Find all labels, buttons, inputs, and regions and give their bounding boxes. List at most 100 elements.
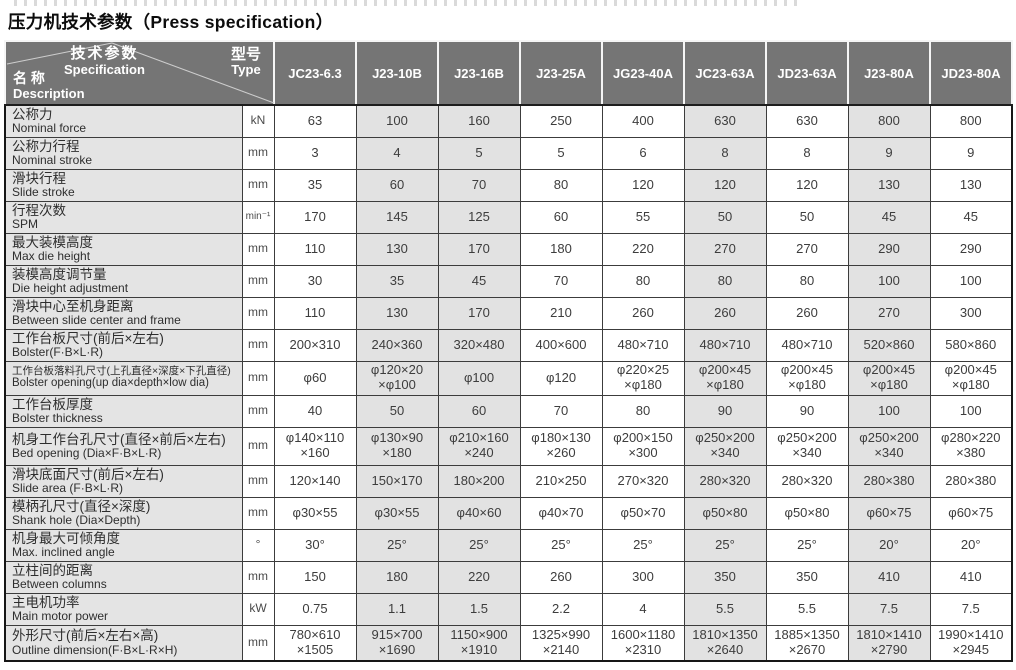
value-cell: 260 (601, 296, 685, 330)
value-cell: 800 (847, 104, 931, 138)
row-label: 工作台板尺寸(前后×左右) Bolster(F·B×L·R) (4, 328, 243, 362)
value-cell: 110 (273, 232, 357, 266)
value-cell: 130 (355, 296, 439, 330)
row-label-en: Max. inclined angle (12, 544, 115, 559)
row-label-en: Between columns (12, 576, 107, 591)
value-cell: 170 (273, 200, 357, 234)
value-cell: φ50×80 (683, 496, 767, 530)
value-cell: 120 (683, 168, 767, 202)
value-cell: 915×700 ×1690 (355, 624, 439, 662)
value-cell: 400 (601, 104, 685, 138)
row-label: 主电机功率 Main motor power (4, 592, 243, 626)
value-cell: 5.5 (765, 592, 849, 626)
value-cell: 125 (437, 200, 521, 234)
model-header-J23-80A: J23-80A (847, 40, 931, 106)
unit-cell: mm (241, 464, 275, 498)
value-cell: 270×320 (601, 464, 685, 498)
row-label-zh: 立柱间的距离 (12, 562, 93, 578)
value-cell: φ200×45 ×φ180 (683, 360, 767, 396)
row-label-en: Bolster thickness (12, 410, 103, 425)
unit-cell: mm (241, 328, 275, 362)
value-cell: φ200×45 ×φ180 (765, 360, 849, 396)
value-cell: 580×860 (929, 328, 1013, 362)
value-cell: 150 (273, 560, 357, 594)
spec-row: 外形尺寸(前后×左右×高) Outline dimension(F·B×L·R×H… (4, 624, 1013, 662)
value-cell: 120×140 (273, 464, 357, 498)
value-cell: 100 (847, 264, 931, 298)
value-cell: 160 (437, 104, 521, 138)
value-cell: 110 (273, 296, 357, 330)
spec-row: 滑块中心至机身距离 Between slide center and frame m… (4, 296, 1013, 330)
value-cell: 40 (273, 394, 357, 428)
value-cell: 300 (929, 296, 1013, 330)
corner-type-label: 型号 Type (231, 46, 261, 78)
model-header-JG23-40A: JG23-40A (601, 40, 685, 106)
value-cell: φ280×220 ×380 (929, 426, 1013, 466)
value-cell: 150×170 (355, 464, 439, 498)
value-cell: φ250×200 ×340 (765, 426, 849, 466)
value-cell: 80 (601, 394, 685, 428)
value-cell: 170 (437, 296, 521, 330)
value-cell: 520×860 (847, 328, 931, 362)
value-cell: 1.1 (355, 592, 439, 626)
value-cell: 20° (847, 528, 931, 562)
corner-spec-zh: 技术参数 (70, 45, 139, 62)
row-label: 外形尺寸(前后×左右×高) Outline dimension(F·B×L·R×H… (4, 624, 243, 662)
value-cell: 350 (683, 560, 767, 594)
value-cell: 7.5 (847, 592, 931, 626)
row-label-en: Shank hole (Dia×Depth) (12, 512, 141, 527)
value-cell: 5.5 (683, 592, 767, 626)
row-label-zh: 工作台板厚度 (12, 396, 93, 412)
spec-row: 公称力 Nominal force kN 63 100 160 250 400 630 630 80… (4, 104, 1013, 138)
value-cell: 130 (929, 168, 1013, 202)
row-label-en: Die height adjustment (12, 280, 129, 295)
value-cell: 70 (437, 168, 521, 202)
corner-type-zh: 型号 (230, 46, 261, 63)
table-corner-cell: 技术参数 Specification 型号 Type 名 称 Descripti… (4, 40, 275, 106)
value-cell: 410 (847, 560, 931, 594)
unit-cell: min⁻¹ (241, 200, 275, 234)
row-label-en: Bolster opening(up dia×depth×low dia) (12, 377, 209, 390)
value-cell: 1810×1410 ×2790 (847, 624, 931, 662)
unit-cell: kW (241, 592, 275, 626)
spec-row: 机身最大可倾角度 Max. inclined angle ° 30° 25° 25° 25°… (4, 528, 1013, 562)
value-cell: 290 (929, 232, 1013, 266)
value-cell: 210×250 (519, 464, 603, 498)
value-cell: 250 (519, 104, 603, 138)
spec-row: 工作台板尺寸(前后×左右) Bolster(F·B×L·R) mm 200×310 24… (4, 328, 1013, 362)
value-cell: 4 (355, 136, 439, 170)
spec-row: 滑块行程 Slide stroke mm 35 60 70 80 120 120 120 130 13… (4, 168, 1013, 202)
value-cell: 210 (519, 296, 603, 330)
value-cell: 630 (683, 104, 767, 138)
value-cell: 2.2 (519, 592, 603, 626)
value-cell: 100 (929, 394, 1013, 428)
value-cell: 45 (437, 264, 521, 298)
value-cell: 5 (519, 136, 603, 170)
row-label-zh: 公称力行程 (12, 138, 80, 154)
value-cell: φ40×60 (437, 496, 521, 530)
value-cell: 100 (355, 104, 439, 138)
row-label-zh: 工作台板尺寸(前后×左右) (12, 330, 164, 346)
value-cell: φ210×160 ×240 (437, 426, 521, 466)
value-cell: φ200×150 ×300 (601, 426, 685, 466)
value-cell: 20° (929, 528, 1013, 562)
row-label-zh: 工作台板落料孔尺寸(上孔直径×深度×下孔直径) (12, 365, 231, 378)
spec-row: 主电机功率 Main motor power kW 0.75 1.1 1.5 2.2 4 5.5… (4, 592, 1013, 626)
value-cell: 270 (847, 296, 931, 330)
value-cell: 630 (765, 104, 849, 138)
row-label: 公称力行程 Nominal stroke (4, 136, 243, 170)
value-cell: 240×360 (355, 328, 439, 362)
value-cell: 1325×990 ×2140 (519, 624, 603, 662)
value-cell: 480×710 (601, 328, 685, 362)
corner-name-zh: 名 称 (13, 70, 45, 87)
value-cell: φ60×75 (929, 496, 1013, 530)
row-label: 公称力 Nominal force (4, 104, 243, 138)
value-cell: 30° (273, 528, 357, 562)
row-label-en: Nominal force (12, 121, 87, 136)
spec-row: 公称力行程 Nominal stroke mm 3 4 5 5 6 8 8 9 9 (4, 136, 1013, 170)
value-cell: 80 (765, 264, 849, 298)
value-cell: 1810×1350 ×2640 (683, 624, 767, 662)
value-cell: 8 (765, 136, 849, 170)
value-cell: 180×200 (437, 464, 521, 498)
page-title: 压力机技术参数（Press specification） (8, 12, 334, 32)
